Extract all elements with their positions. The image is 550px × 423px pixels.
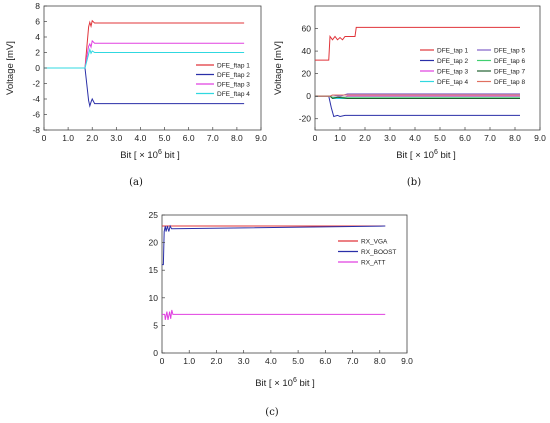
x-tick-label: 5.0: [292, 356, 304, 366]
y-tick-label: 0: [35, 63, 40, 73]
y-tick-label: -6: [32, 110, 40, 120]
legend-label: DFE_tap 2: [437, 58, 468, 65]
y-tick-label: 10: [149, 293, 159, 303]
y-tick-label: -8: [32, 125, 40, 135]
x-tick-label: 7.0: [207, 133, 219, 143]
y-tick-label: 20: [302, 69, 312, 79]
legend-label: RX_VGA: [361, 238, 388, 245]
series-line-4: [44, 47, 245, 69]
chart-panel-a: 0 1.0 2.0 3.0 4.0 5.0 6.0 7.0 8.0 9.0 -8 -6 -4 -2 0 2 4 6…: [5, 1, 267, 188]
legend-label: DFE_ftap 1: [217, 62, 250, 69]
legend-label: DFE_tap 5: [494, 47, 525, 54]
x-tick-label: 4.0: [265, 356, 277, 366]
x-tick-label: 8.0: [374, 356, 386, 366]
x-tick-label: 4.0: [409, 133, 421, 143]
x-tick-label: 5.0: [434, 133, 446, 143]
y-tick-label: 2: [35, 48, 40, 58]
series-line-2: [162, 224, 386, 266]
legend-a: DFE_ftap 1 DFE_ftap 2 DFE_ftap 3 DFE_ftap 4: [196, 62, 250, 98]
x-tick-label: 4.0: [135, 133, 147, 143]
legend-label: DFE_tap 8: [494, 79, 525, 86]
legend-label: DFE_tap 3: [437, 68, 468, 75]
x-tick-label: 8.0: [231, 133, 243, 143]
y-tick-label: 20: [149, 238, 159, 248]
x-tick-label: 9.0: [534, 133, 546, 143]
legend-label: DFE_tap 4: [437, 79, 468, 86]
x-axis-label-c: Bit [ × 106 bit ]: [255, 377, 315, 389]
plot-frame-c: [161, 214, 408, 354]
x-tick-label: 0: [160, 356, 165, 366]
series-line-3: [44, 39, 245, 69]
x-tick-label: 1.0: [183, 356, 195, 366]
y-axis-label-b: Voltage [mV]: [273, 41, 284, 95]
legend-label: DFE_ftap 2: [217, 72, 250, 79]
x-tick-label: 0: [313, 133, 318, 143]
legend-label: DFE_tap 7: [494, 68, 525, 75]
chart-panel-c: 0 1.0 2.0 3.0 4.0 5.0 6.0 7.0 8.0 9.0 0 5 10 15 20 25 B…: [149, 210, 414, 418]
x-tick-label: 9.0: [401, 356, 413, 366]
series-line-2: [44, 67, 245, 108]
legend-b: DFE_tap 1 DFE_tap 2 DFE_tap 3 DFE_tap 4 DFE_…: [420, 47, 525, 86]
x-tick-label: 1.0: [334, 133, 346, 143]
y-tick-label: 25: [149, 210, 159, 220]
x-tick-label: 2.0: [359, 133, 371, 143]
y-tick-label: 40: [302, 46, 312, 56]
x-tick-label: 6.0: [183, 133, 195, 143]
legend-c: RX_VGA RX_BOOST RX_ATT: [338, 238, 396, 266]
legend-label: DFE_tap 1: [437, 47, 468, 54]
legend-label: DFE_tap 6: [494, 58, 525, 65]
x-axis-label-b: Bit [ × 106 bit ]: [396, 149, 456, 161]
x-tick-label: 7.0: [347, 356, 359, 366]
x-tick-label: 9.0: [255, 133, 267, 143]
x-tick-label: 0: [42, 133, 47, 143]
series-line-3: [162, 309, 386, 320]
x-tick-label: 8.0: [509, 133, 521, 143]
x-tick-label: 1.0: [62, 133, 74, 143]
legend-label: RX_ATT: [361, 259, 385, 266]
y-tick-label: 6: [35, 17, 40, 27]
y-tick-label: 15: [149, 265, 159, 275]
y-axis-label-a: Voltage [mV]: [5, 41, 16, 95]
legend-label: DFE_ftap 4: [217, 91, 250, 98]
y-tick-label: -20: [299, 114, 312, 124]
x-tick-label: 3.0: [238, 356, 250, 366]
series-line-1: [44, 19, 245, 69]
series-line-8: [315, 94, 520, 97]
x-tick-label: 6.0: [319, 356, 331, 366]
caption-a: (a): [129, 177, 143, 188]
y-tick-label: 0: [306, 91, 311, 101]
x-tick-label: 5.0: [159, 133, 171, 143]
x-tick-label: 6.0: [459, 133, 471, 143]
y-tick-label: 4: [35, 32, 40, 42]
x-tick-label: 3.0: [110, 133, 122, 143]
caption-b: (b): [407, 177, 421, 188]
series-line-1: [315, 26, 520, 61]
caption-c: (c): [265, 407, 279, 418]
legend-label: RX_BOOST: [361, 249, 396, 256]
y-tick-label: 0: [153, 348, 158, 358]
plot-frame-b: [314, 5, 541, 131]
x-axis-label-a: Bit [ × 106 bit ]: [120, 149, 180, 161]
y-tick-label: 8: [35, 1, 40, 11]
x-tick-label: 3.0: [384, 133, 396, 143]
legend-label: DFE_ftap 3: [217, 81, 250, 88]
x-tick-label: 2.0: [86, 133, 98, 143]
x-tick-label: 7.0: [484, 133, 496, 143]
y-tick-label: 5: [153, 320, 158, 330]
y-tick-label: 60: [302, 24, 312, 34]
x-tick-label: 2.0: [211, 356, 223, 366]
y-tick-label: -2: [32, 79, 40, 89]
series-line-2: [315, 95, 520, 118]
y-tick-label: -4: [32, 94, 40, 104]
